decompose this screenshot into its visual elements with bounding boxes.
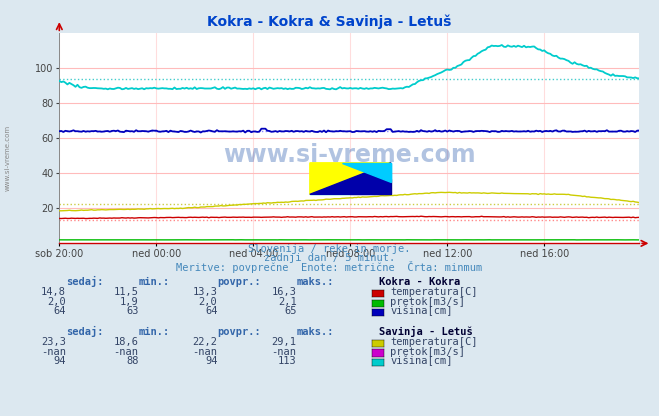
Text: www.si-vreme.com: www.si-vreme.com bbox=[5, 125, 11, 191]
Text: 113: 113 bbox=[278, 357, 297, 366]
Text: Meritve: povprečne  Enote: metrične  Črta: minmum: Meritve: povprečne Enote: metrične Črta:… bbox=[177, 261, 482, 273]
Text: 14,8: 14,8 bbox=[41, 287, 66, 297]
Text: 2,0: 2,0 bbox=[47, 297, 66, 307]
Text: višina[cm]: višina[cm] bbox=[390, 306, 453, 317]
Polygon shape bbox=[310, 163, 391, 194]
Text: 29,1: 29,1 bbox=[272, 337, 297, 347]
Text: www.si-vreme.com: www.si-vreme.com bbox=[223, 143, 476, 167]
Text: sedaj:: sedaj: bbox=[66, 276, 103, 287]
Text: 65: 65 bbox=[284, 307, 297, 317]
Text: višina[cm]: višina[cm] bbox=[390, 356, 453, 366]
Text: 16,3: 16,3 bbox=[272, 287, 297, 297]
Text: 88: 88 bbox=[126, 357, 138, 366]
Text: 13,3: 13,3 bbox=[192, 287, 217, 297]
Text: min.:: min.: bbox=[138, 327, 169, 337]
Text: 64: 64 bbox=[53, 307, 66, 317]
Text: 11,5: 11,5 bbox=[113, 287, 138, 297]
Bar bbox=[351, 163, 391, 178]
Text: pretok[m3/s]: pretok[m3/s] bbox=[390, 347, 465, 357]
Bar bbox=[351, 178, 391, 194]
Text: 63: 63 bbox=[126, 307, 138, 317]
Text: Kokra - Kokra & Savinja - Letuš: Kokra - Kokra & Savinja - Letuš bbox=[208, 14, 451, 29]
Text: Savinja - Letuš: Savinja - Letuš bbox=[379, 326, 473, 337]
Text: -nan: -nan bbox=[41, 347, 66, 357]
Text: 1,9: 1,9 bbox=[120, 297, 138, 307]
Text: -nan: -nan bbox=[113, 347, 138, 357]
Text: 22,2: 22,2 bbox=[192, 337, 217, 347]
Text: povpr.:: povpr.: bbox=[217, 277, 261, 287]
Text: 2,0: 2,0 bbox=[199, 297, 217, 307]
Text: maks.:: maks.: bbox=[297, 327, 334, 337]
Text: 64: 64 bbox=[205, 307, 217, 317]
Text: 2,1: 2,1 bbox=[278, 297, 297, 307]
Text: 94: 94 bbox=[53, 357, 66, 366]
Text: sedaj:: sedaj: bbox=[66, 326, 103, 337]
Text: -nan: -nan bbox=[192, 347, 217, 357]
Text: povpr.:: povpr.: bbox=[217, 327, 261, 337]
Text: min.:: min.: bbox=[138, 277, 169, 287]
Text: 23,3: 23,3 bbox=[41, 337, 66, 347]
Text: temperatura[C]: temperatura[C] bbox=[390, 287, 478, 297]
Text: 18,6: 18,6 bbox=[113, 337, 138, 347]
Text: temperatura[C]: temperatura[C] bbox=[390, 337, 478, 347]
Text: -nan: -nan bbox=[272, 347, 297, 357]
Text: Kokra - Kokra: Kokra - Kokra bbox=[379, 277, 460, 287]
Text: Slovenija / reke in morje.: Slovenija / reke in morje. bbox=[248, 244, 411, 254]
Polygon shape bbox=[342, 163, 391, 182]
Polygon shape bbox=[310, 163, 391, 194]
Bar bbox=[310, 178, 351, 194]
Text: pretok[m3/s]: pretok[m3/s] bbox=[390, 297, 465, 307]
Text: 94: 94 bbox=[205, 357, 217, 366]
Text: maks.:: maks.: bbox=[297, 277, 334, 287]
Bar bbox=[310, 163, 351, 178]
Text: zadnji dan / 5 minut.: zadnji dan / 5 minut. bbox=[264, 253, 395, 263]
